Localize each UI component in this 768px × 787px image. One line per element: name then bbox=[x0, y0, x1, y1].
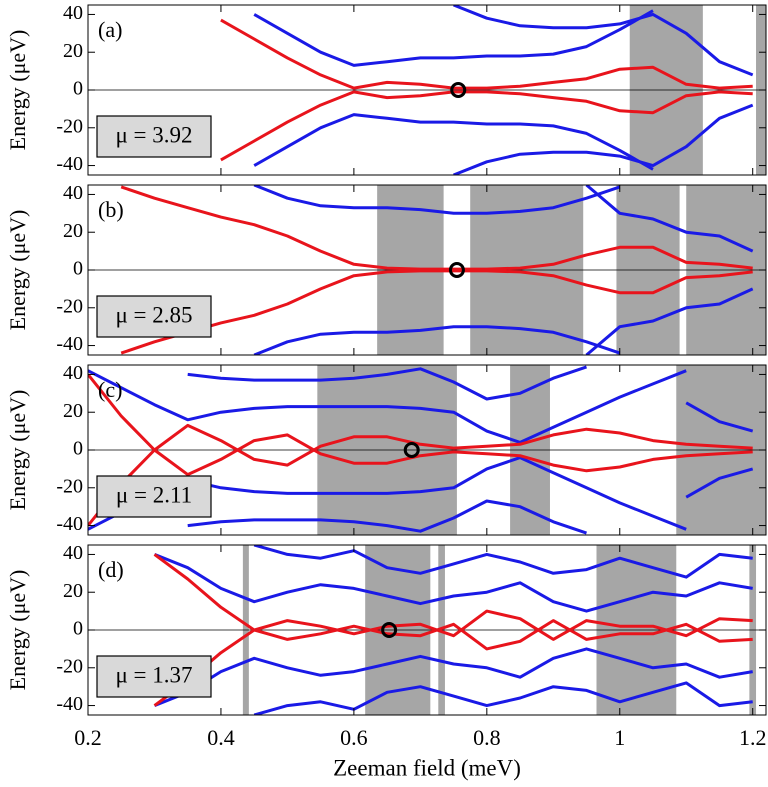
band-line bbox=[120, 269, 753, 355]
y-tick-label: 40 bbox=[63, 542, 83, 564]
y-tick-label: 0 bbox=[73, 258, 83, 280]
y-axis-label: Energy (μeV) bbox=[5, 390, 30, 511]
y-tick-label: 20 bbox=[63, 40, 83, 62]
band-line bbox=[88, 369, 687, 444]
y-tick-label: 40 bbox=[63, 182, 83, 204]
mu-box bbox=[96, 295, 212, 338]
mu-box bbox=[96, 475, 212, 518]
band-line bbox=[253, 9, 654, 67]
band-line bbox=[585, 287, 754, 355]
y-tick-label: 40 bbox=[63, 2, 83, 24]
y-tick-label: -20 bbox=[56, 475, 83, 497]
y-tick-label: -40 bbox=[56, 693, 83, 715]
x-tick-label: 0.8 bbox=[473, 725, 501, 750]
y-axis-label: Energy (μeV) bbox=[5, 210, 30, 331]
panel-label: (c) bbox=[98, 377, 122, 402]
y-tick-label: 40 bbox=[63, 362, 83, 384]
band-line bbox=[120, 185, 753, 271]
band-line bbox=[187, 467, 754, 535]
band-line bbox=[253, 325, 621, 355]
band-line bbox=[253, 545, 753, 579]
band-line bbox=[585, 185, 754, 253]
band-line bbox=[253, 185, 621, 215]
y-tick-label: 0 bbox=[73, 618, 83, 640]
panel-label: (d) bbox=[98, 557, 124, 582]
band-line bbox=[220, 18, 753, 90]
mu-label: μ = 2.85 bbox=[115, 302, 192, 327]
band-line bbox=[253, 681, 753, 715]
panel-label: (a) bbox=[98, 17, 122, 42]
marker bbox=[450, 82, 467, 98]
x-axis-label: Zeeman field (meV) bbox=[333, 755, 521, 780]
band-line bbox=[220, 90, 753, 162]
plot bbox=[88, 365, 766, 535]
y-tick-label: -20 bbox=[56, 655, 83, 677]
plot bbox=[88, 185, 766, 355]
y-tick-label: -40 bbox=[56, 513, 83, 535]
band-line bbox=[153, 619, 753, 707]
band-line bbox=[453, 103, 754, 175]
mu-box bbox=[96, 655, 212, 698]
y-tick-label: 20 bbox=[63, 220, 83, 242]
marker bbox=[403, 442, 420, 458]
x-tick-label: 1.2 bbox=[739, 725, 767, 750]
y-tick-label: 0 bbox=[73, 438, 83, 460]
mu-box bbox=[96, 115, 212, 158]
y-tick-label: 20 bbox=[63, 580, 83, 602]
x-tick-label: 1 bbox=[614, 725, 625, 750]
mu-label: μ = 2.11 bbox=[116, 482, 192, 507]
x-tick-label: 0.6 bbox=[340, 725, 368, 750]
band-line bbox=[88, 423, 753, 527]
y-tick-label: -40 bbox=[56, 153, 83, 175]
band-line bbox=[453, 5, 754, 77]
y-axis-label: Energy (μeV) bbox=[5, 30, 30, 151]
marker bbox=[448, 262, 465, 278]
band-line bbox=[187, 365, 754, 433]
plot bbox=[88, 545, 766, 715]
y-tick-label: 0 bbox=[73, 78, 83, 100]
band-line bbox=[88, 373, 753, 477]
y-tick-label: 20 bbox=[63, 400, 83, 422]
y-tick-label: -40 bbox=[56, 333, 83, 355]
y-tick-label: -20 bbox=[56, 115, 83, 137]
y-tick-label: -20 bbox=[56, 295, 83, 317]
y-axis-label: Energy (μeV) bbox=[5, 570, 30, 691]
panel-label: (b) bbox=[98, 197, 124, 222]
band-line bbox=[153, 553, 753, 613]
marker bbox=[381, 622, 398, 638]
band-line bbox=[253, 113, 654, 171]
band-line bbox=[153, 647, 753, 707]
mu-label: μ = 3.92 bbox=[115, 122, 192, 147]
x-tick-label: 0.4 bbox=[207, 725, 235, 750]
x-tick-label: 0.2 bbox=[74, 725, 102, 750]
mu-label: μ = 1.37 bbox=[115, 662, 192, 687]
